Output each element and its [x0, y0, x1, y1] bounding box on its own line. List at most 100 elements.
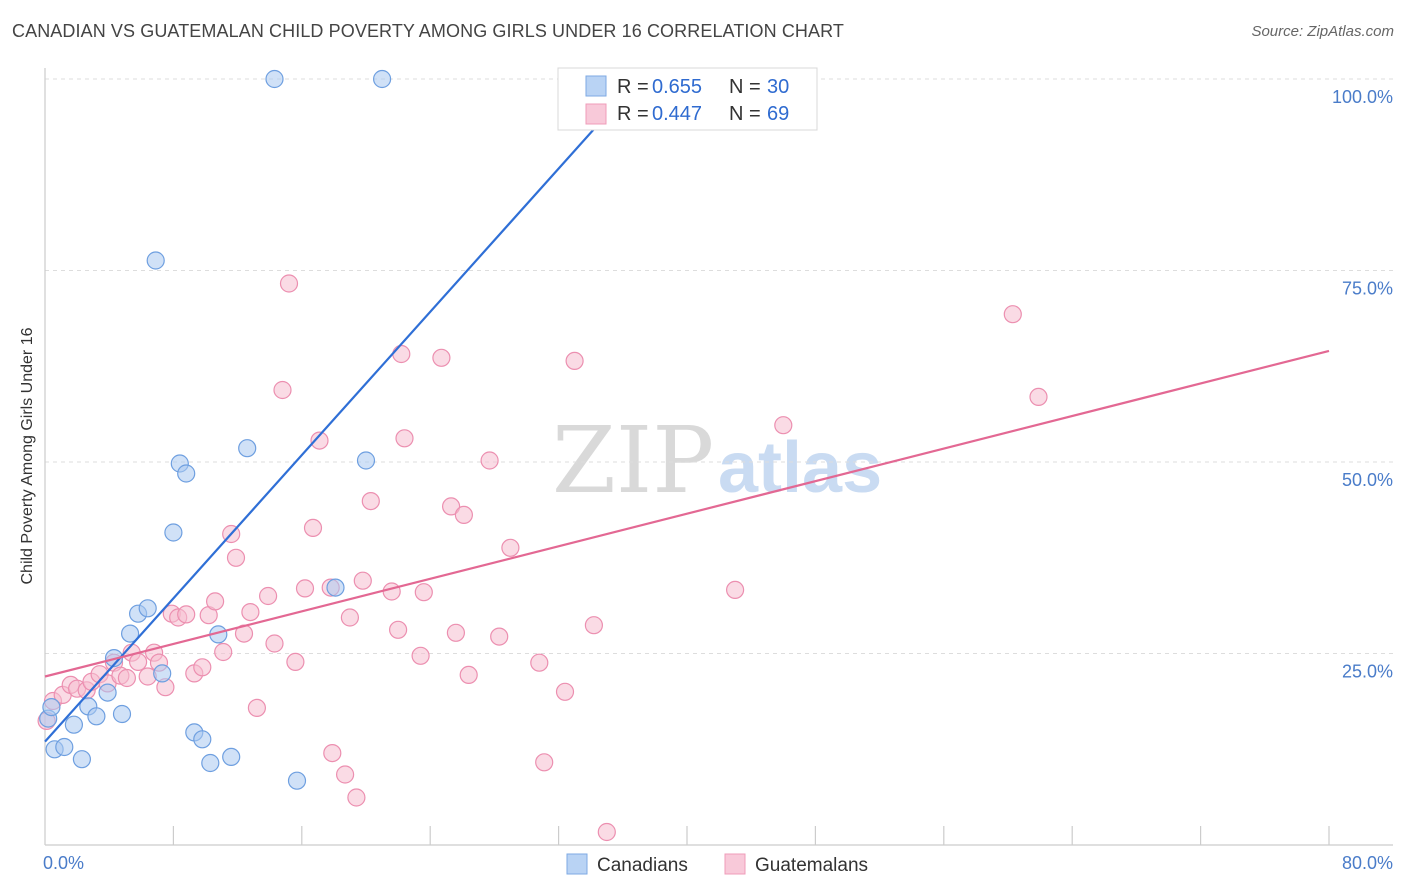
y-tick-label-2: 50.0%: [1342, 470, 1393, 490]
x-tick-label-max: 80.0%: [1342, 853, 1393, 873]
guatemalan-point-37: [303, 518, 323, 538]
series-legend: Canadians Guatemalans: [566, 853, 868, 876]
gridlines: [45, 78, 1393, 654]
legend-r-label-guatemalans: R =: [617, 103, 649, 125]
series-canadians: [39, 69, 392, 790]
legend-r-label-canadians: R =: [617, 76, 649, 98]
guatemalan-point-29: [241, 602, 260, 622]
trend-line-guatemalans: [44, 349, 1330, 678]
series-guatemalans: [37, 274, 1048, 842]
guatemalan-point-41: [336, 765, 355, 784]
guatemalan-point-61: [535, 753, 554, 772]
canadian-point-19: [193, 730, 212, 749]
y-tick-labels: 100.0% 75.0% 50.0% 25.0%: [1332, 87, 1393, 682]
trend-line-canadians: [44, 78, 640, 743]
canadian-point-29: [42, 697, 61, 717]
canadian-point-27: [356, 451, 376, 470]
canadian-point-25: [287, 771, 307, 790]
guatemalan-point-68: [1003, 305, 1022, 324]
guatemalan-point-30: [247, 698, 266, 718]
canadian-point-7: [98, 683, 117, 702]
guatemalan-point-56: [459, 665, 478, 685]
guatemalan-point-20: [177, 605, 196, 624]
y-tick-label-1: 75.0%: [1342, 279, 1393, 299]
canadian-point-3: [64, 715, 84, 734]
bottom-legend-label-canadians: Canadians: [597, 855, 688, 876]
legend-swatch-canadians: [585, 75, 607, 97]
guatemalan-point-46: [382, 582, 401, 601]
legend-swatch-guatemalans: [585, 103, 607, 125]
guatemalan-point-51: [414, 583, 433, 602]
guatemalan-point-25: [214, 642, 233, 662]
guatemalan-point-69: [1029, 387, 1048, 406]
legend-n-value-guatemalans: 69: [767, 103, 789, 125]
canadian-point-26: [326, 578, 345, 597]
guatemalan-point-35: [286, 652, 305, 672]
guatemalan-point-52: [432, 348, 451, 367]
guatemalan-point-45: [361, 492, 380, 511]
guatemalan-point-47: [389, 620, 408, 639]
stats-legend: R = 0.655 N = 30 R = 0.447 N = 69: [557, 67, 818, 131]
guatemalan-point-57: [480, 451, 499, 470]
canadian-point-6: [87, 707, 106, 726]
trend-lines: [44, 78, 1330, 743]
canadian-point-20: [201, 753, 220, 773]
guatemalan-point-54: [446, 623, 465, 642]
legend-r-value-canadians: 0.655: [652, 76, 702, 98]
guatemalan-point-32: [265, 634, 284, 653]
guatemalan-point-58: [490, 627, 509, 646]
canadian-point-12: [138, 599, 157, 618]
watermark-zip: ZIP: [552, 407, 714, 514]
canadian-point-9: [112, 704, 132, 724]
guatemalan-point-65: [597, 822, 616, 842]
guatemalan-point-59: [501, 538, 520, 557]
guatemalan-point-44: [353, 571, 372, 590]
guatemalan-point-34: [279, 274, 299, 293]
y-tick-label-0: 100.0%: [1332, 87, 1393, 107]
guatemalan-point-33: [273, 380, 292, 400]
legend-r-value-guatemalans: 0.447: [652, 103, 702, 125]
guatemalan-point-22: [193, 658, 212, 677]
chart-title: CANADIAN VS GUATEMALAN CHILD POVERTY AMO…: [12, 21, 845, 41]
legend-n-label-guatemalans: N =: [729, 103, 761, 125]
guatemalan-point-53: [442, 497, 461, 516]
guatemalan-point-50: [411, 646, 430, 665]
legend-n-value-canadians: 30: [767, 76, 789, 98]
watermark-atlas: atlas: [718, 428, 882, 508]
bottom-legend-swatch-canadians: [566, 853, 588, 875]
guatemalan-point-66: [725, 580, 745, 600]
guatemalan-point-42: [340, 608, 359, 627]
canadian-point-22: [222, 747, 241, 767]
source-credit: Source: ZipAtlas.com: [1251, 23, 1394, 40]
guatemalan-point-48: [392, 344, 411, 364]
bottom-legend-label-guatemalans: Guatemalans: [755, 855, 868, 876]
guatemalan-point-64: [584, 616, 604, 635]
guatemalan-point-63: [565, 351, 584, 370]
canadian-point-24: [265, 69, 284, 89]
guatemalan-point-55: [454, 505, 473, 525]
guatemalan-point-49: [395, 429, 414, 448]
bottom-legend-swatch-guatemalans: [724, 853, 746, 875]
canadian-point-13: [146, 251, 165, 270]
guatemalan-point-62: [555, 682, 575, 701]
watermark: ZIP atlas: [552, 407, 882, 514]
legend-n-label-canadians: N =: [729, 76, 761, 98]
guatemalan-point-24: [206, 592, 225, 611]
y-axis-label: Child Poverty Among Girls Under 16: [19, 327, 36, 584]
x-tick-label-min: 0.0%: [43, 853, 84, 873]
guatemalan-point-27: [226, 548, 246, 567]
guatemalan-point-36: [295, 579, 315, 598]
y-tick-label-3: 25.0%: [1342, 662, 1393, 682]
canadian-point-14: [153, 664, 172, 683]
canadian-point-4: [72, 750, 92, 769]
guatemalan-point-40: [323, 743, 342, 763]
canadian-point-15: [164, 523, 183, 542]
canadian-point-17: [177, 464, 196, 483]
guatemalan-point-43: [347, 788, 366, 807]
guatemalan-point-11: [117, 668, 137, 688]
guatemalan-point-13: [129, 652, 148, 672]
guatemalan-point-31: [259, 586, 278, 606]
canadian-point-23: [238, 439, 257, 458]
canadian-point-28: [373, 69, 392, 89]
